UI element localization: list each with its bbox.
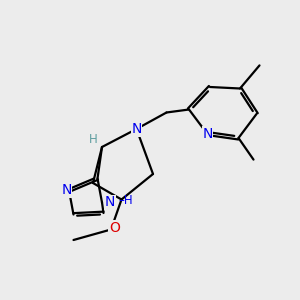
Text: –H: –H: [118, 194, 133, 207]
Text: N: N: [105, 196, 116, 209]
Text: H: H: [88, 133, 98, 146]
Text: O: O: [109, 221, 120, 235]
Text: N: N: [61, 184, 72, 197]
Text: N: N: [131, 122, 142, 136]
Text: N: N: [202, 127, 213, 141]
